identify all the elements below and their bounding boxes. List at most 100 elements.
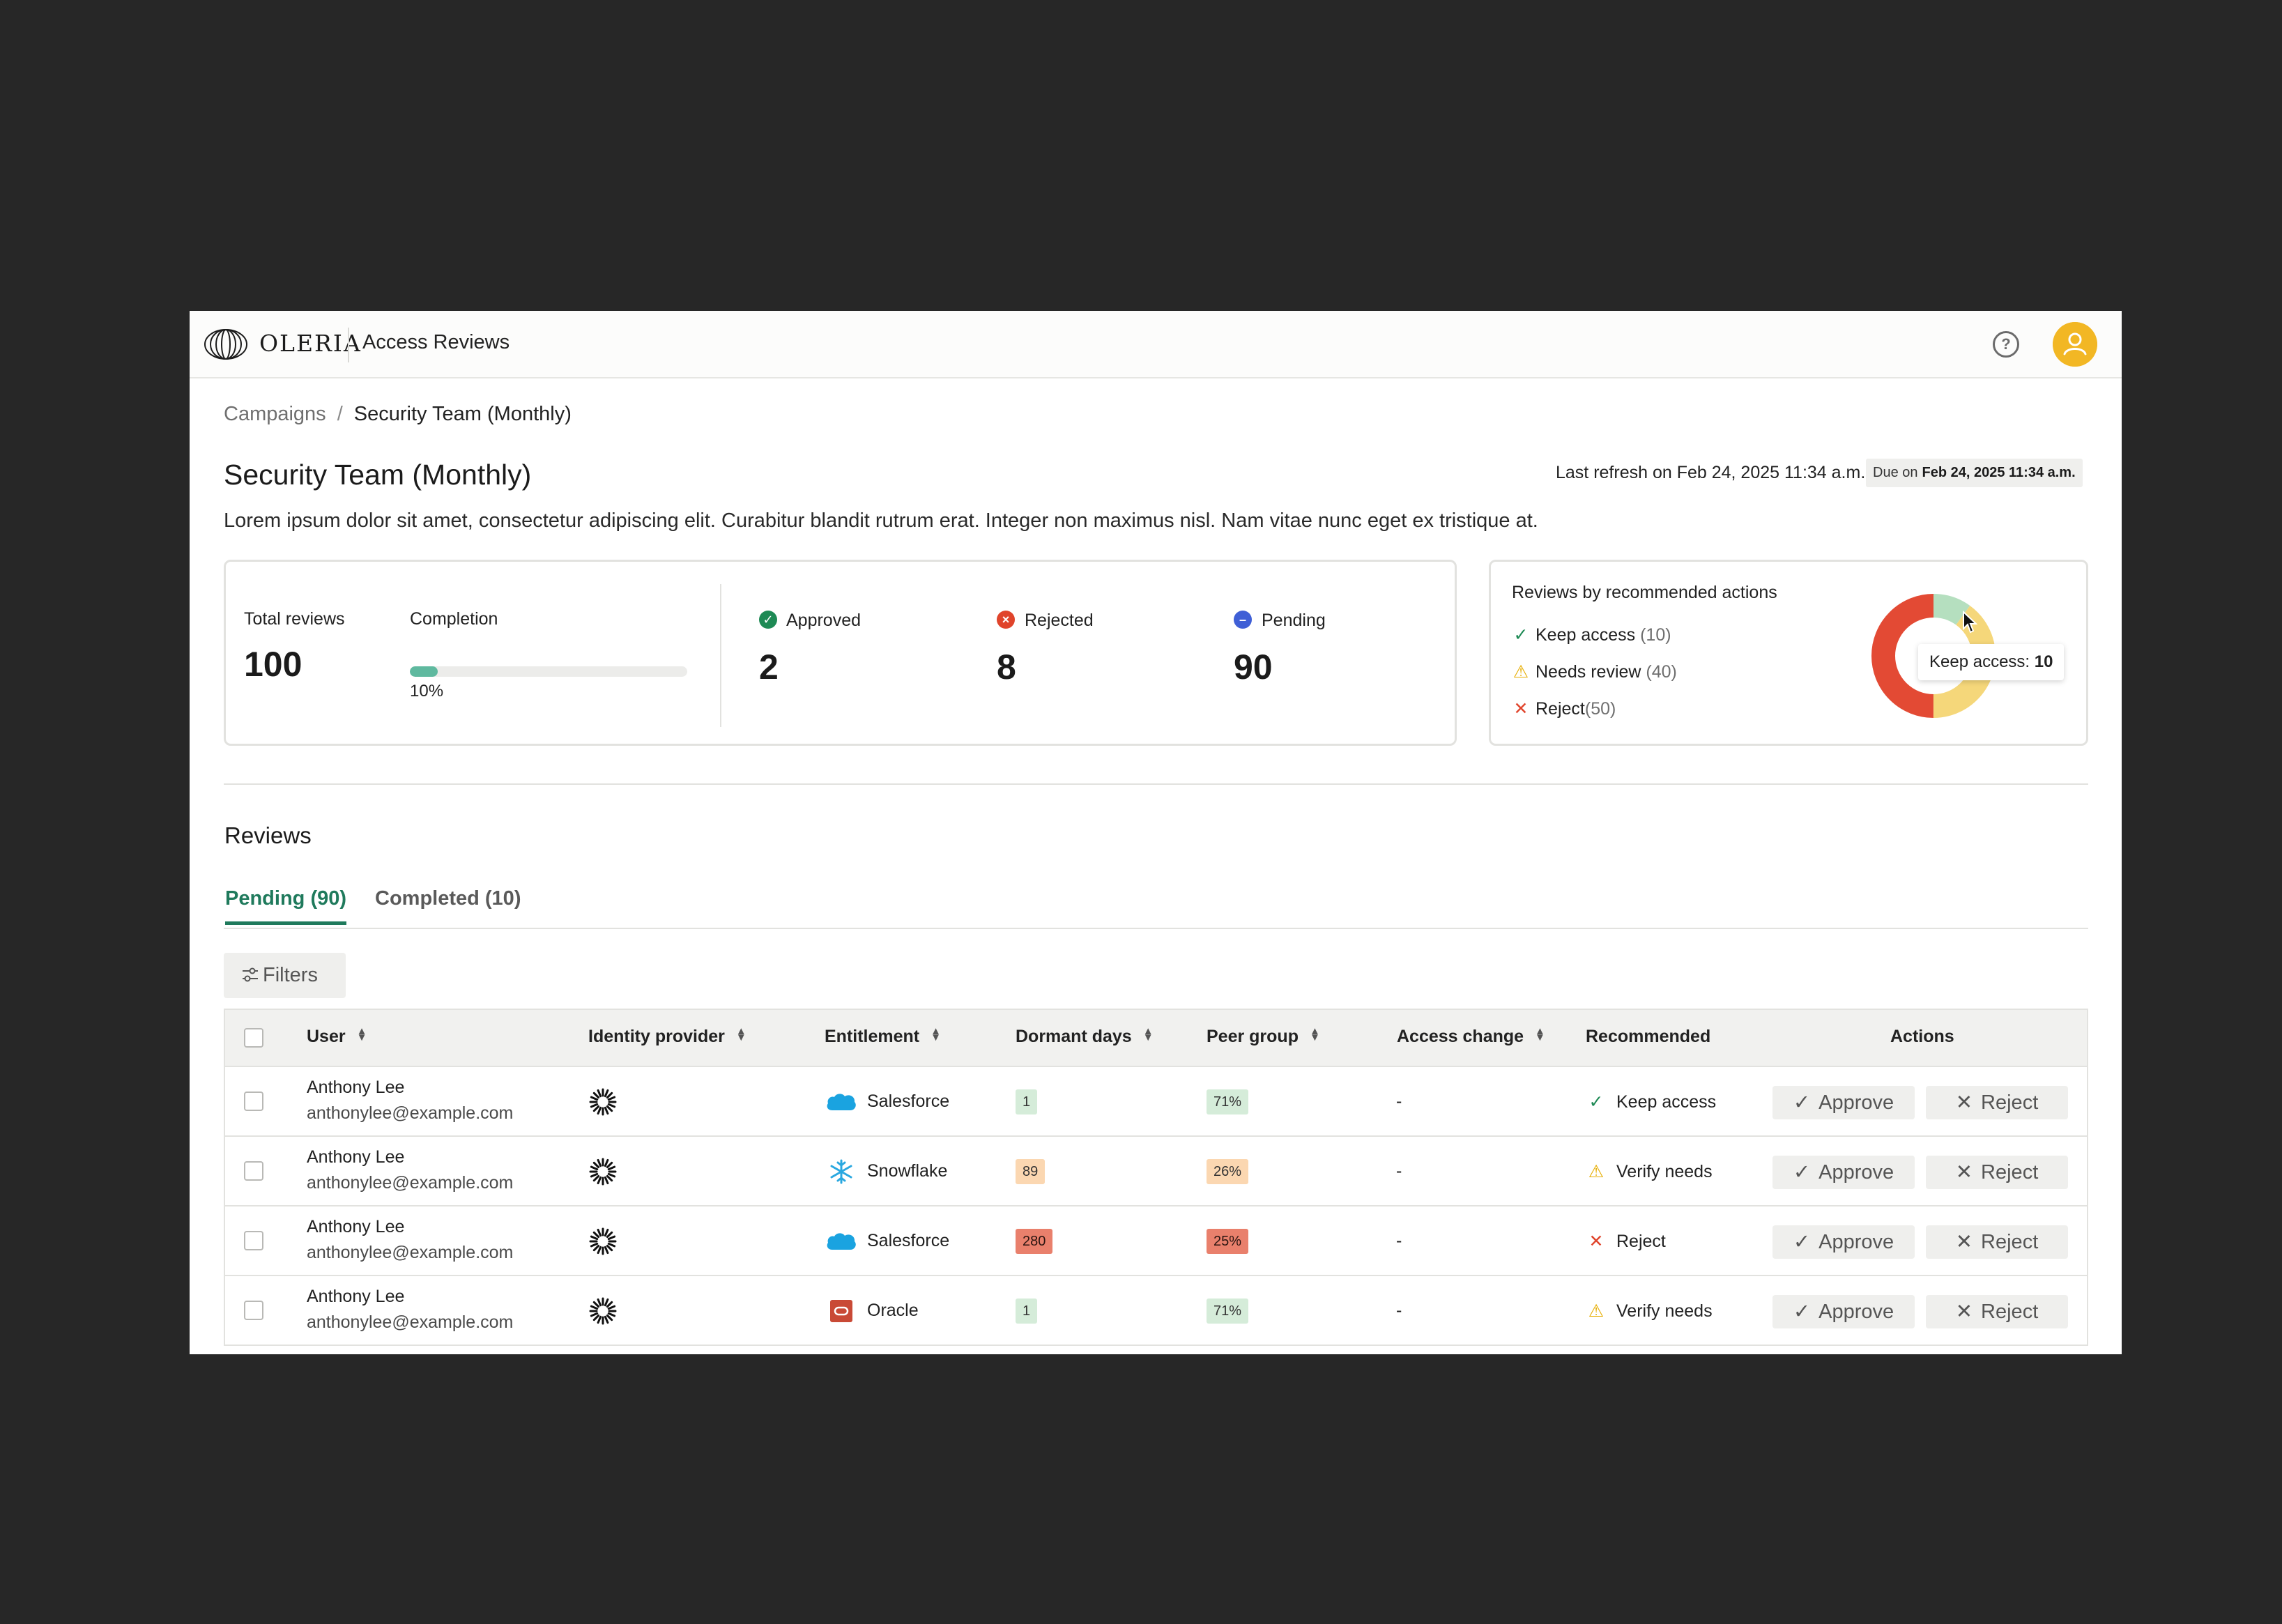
tab-pending[interactable]: Pending (90) — [225, 887, 347, 925]
table-row: Anthony Lee anthonylee@example.com Oracle 1… — [225, 1276, 2087, 1346]
sort-icon[interactable]: ▲ ▼ — [735, 1025, 746, 1043]
snowflake-icon — [825, 1159, 858, 1184]
approve-label: Approve — [1818, 1301, 1894, 1323]
breadcrumb: Campaigns / Security Team (Monthly) — [224, 403, 572, 426]
sort-icon[interactable]: ▲ ▼ — [1142, 1025, 1154, 1043]
reject-button[interactable]: ✕ Reject — [1926, 1086, 2068, 1119]
section-divider — [224, 783, 2088, 785]
recommended-label: Verify needs — [1616, 1301, 1713, 1321]
access-change-value: - — [1396, 1301, 1402, 1320]
col-user[interactable]: User ▲ ▼ — [307, 1025, 367, 1047]
rec-keep-access-label: Keep access — [1536, 625, 1636, 645]
reject-button[interactable]: ✕ Reject — [1926, 1156, 2068, 1189]
col-peer-group[interactable]: Peer group ▲ ▼ — [1207, 1025, 1320, 1047]
due-date-chip: Due on Feb 24, 2025 11:34 a.m. — [1866, 459, 2083, 487]
rejected-label: Rejected — [1025, 611, 1094, 630]
check-icon: ✓ — [1588, 1092, 1604, 1112]
rec-needs-review-label: Needs review — [1536, 662, 1641, 682]
approved-value: 2 — [759, 648, 779, 687]
user-email: anthonylee@example.com — [307, 1173, 514, 1193]
identity-provider-icon — [589, 1227, 617, 1255]
rec-keep-access[interactable]: ✓ Keep access (10) — [1510, 625, 1671, 645]
reject-button[interactable]: ✕ Reject — [1926, 1295, 2068, 1328]
stats-card: Total reviews 100 Completion 10% ✓ Appro… — [224, 560, 1457, 746]
reject-label: Reject — [1981, 1161, 2039, 1183]
approve-button[interactable]: ✓ Approve — [1772, 1156, 1915, 1189]
user-email: anthonylee@example.com — [307, 1103, 514, 1123]
rec-needs-review[interactable]: ⚠ Needs review (40) — [1510, 661, 1677, 682]
tab-completed[interactable]: Completed (10) — [375, 887, 521, 910]
rec-reject-label: Reject — [1536, 699, 1585, 719]
row-checkbox[interactable] — [244, 1161, 263, 1181]
rec-needs-review-count: (40) — [1646, 662, 1677, 682]
row-checkbox[interactable] — [244, 1231, 263, 1250]
breadcrumb-campaigns-link[interactable]: Campaigns — [224, 403, 326, 425]
salesforce-icon — [825, 1229, 858, 1254]
peer-group-badge: 26% — [1207, 1159, 1249, 1184]
rejected-value: 8 — [997, 648, 1016, 687]
dormant-days-badge: 1 — [1016, 1089, 1038, 1114]
breadcrumb-separator: / — [337, 403, 343, 425]
warning-icon: ⚠ — [1588, 1162, 1605, 1181]
breadcrumb-current: Security Team (Monthly) — [353, 403, 572, 425]
identity-provider-icon — [589, 1297, 617, 1325]
reject-button[interactable]: ✕ Reject — [1926, 1225, 2068, 1259]
reviews-heading: Reviews — [224, 822, 312, 848]
user-name: Anthony Lee — [307, 1078, 405, 1097]
warning-icon: ⚠ — [1588, 1301, 1605, 1321]
due-value: Feb 24, 2025 11:34 a.m. — [1922, 465, 2076, 480]
dormant-days-badge: 89 — [1016, 1159, 1046, 1184]
approve-button[interactable]: ✓ Approve — [1772, 1086, 1915, 1119]
pending-minus-icon: – — [1234, 611, 1252, 629]
row-checkbox[interactable] — [244, 1301, 263, 1320]
recommended-action: ✓ Keep access — [1586, 1091, 1717, 1112]
user-avatar-icon[interactable] — [2053, 322, 2097, 367]
pending-value: 90 — [1234, 648, 1273, 687]
x-icon: ✕ — [1513, 699, 1529, 719]
donut-slice-reject[interactable] — [1871, 594, 1996, 718]
help-icon[interactable]: ? — [1993, 331, 2019, 358]
user-name: Anthony Lee — [307, 1217, 405, 1236]
check-icon: ✓ — [1793, 1161, 1811, 1183]
sliders-icon — [243, 967, 258, 982]
oracle-icon — [825, 1299, 858, 1324]
access-change-value: - — [1396, 1231, 1402, 1250]
app-window: OLERIA Access Reviews ? Campaigns / Securi… — [190, 311, 2122, 1354]
completion-progress-fill — [410, 666, 438, 677]
col-dormant-days[interactable]: Dormant days ▲ ▼ — [1016, 1025, 1154, 1047]
recommended-label: Reject — [1616, 1232, 1666, 1251]
select-all-checkbox[interactable] — [244, 1028, 263, 1048]
user-name: Anthony Lee — [307, 1147, 405, 1167]
reviews-table: User ▲ ▼ Identity provider ▲ ▼ Entitlement ▲ ▼… — [224, 1009, 2088, 1346]
entitlement-name: Salesforce — [867, 1231, 950, 1250]
col-identity-provider[interactable]: Identity provider ▲ ▼ — [588, 1025, 746, 1047]
sort-icon[interactable]: ▲ ▼ — [931, 1025, 941, 1043]
close-icon: ✕ — [1955, 1231, 1973, 1253]
filters-button[interactable]: Filters — [224, 953, 346, 998]
sort-icon[interactable]: ▲ ▼ — [1535, 1025, 1545, 1043]
sort-icon[interactable]: ▲ ▼ — [1309, 1025, 1320, 1043]
reject-label: Reject — [1981, 1231, 2039, 1253]
approve-button[interactable]: ✓ Approve — [1772, 1295, 1915, 1328]
completion-label: Completion — [410, 609, 498, 629]
rec-reject[interactable]: ✕ Reject(50) — [1510, 698, 1616, 719]
entitlement-name: Oracle — [867, 1301, 919, 1320]
col-entitlement[interactable]: Entitlement ▲ ▼ — [825, 1025, 941, 1047]
approve-button[interactable]: ✓ Approve — [1772, 1225, 1915, 1259]
col-access-change[interactable]: Access change ▲ ▼ — [1397, 1025, 1545, 1047]
row-checkbox[interactable] — [244, 1091, 263, 1111]
peer-group-badge: 71% — [1207, 1089, 1249, 1114]
entitlement-name: Snowflake — [867, 1161, 948, 1181]
dormant-days-badge: 1 — [1016, 1299, 1038, 1324]
tooltip-value: 10 — [2034, 652, 2053, 671]
peer-group-badge: 25% — [1207, 1229, 1249, 1254]
sort-icon[interactable]: ▲ ▼ — [356, 1025, 367, 1043]
approve-label: Approve — [1818, 1231, 1894, 1253]
last-refresh-text: Last refresh on Feb 24, 2025 11:34 a.m. — [1556, 463, 1866, 482]
table-header: User ▲ ▼ Identity provider ▲ ▼ Entitlement ▲ ▼… — [225, 1010, 2087, 1067]
reject-label: Reject — [1981, 1301, 2039, 1323]
stats-divider — [720, 584, 721, 727]
col-recommended: Recommended — [1586, 1027, 1711, 1046]
table-row: Anthony Lee anthonylee@example.com Salesfo… — [225, 1206, 2087, 1276]
identity-provider-icon — [589, 1088, 617, 1116]
